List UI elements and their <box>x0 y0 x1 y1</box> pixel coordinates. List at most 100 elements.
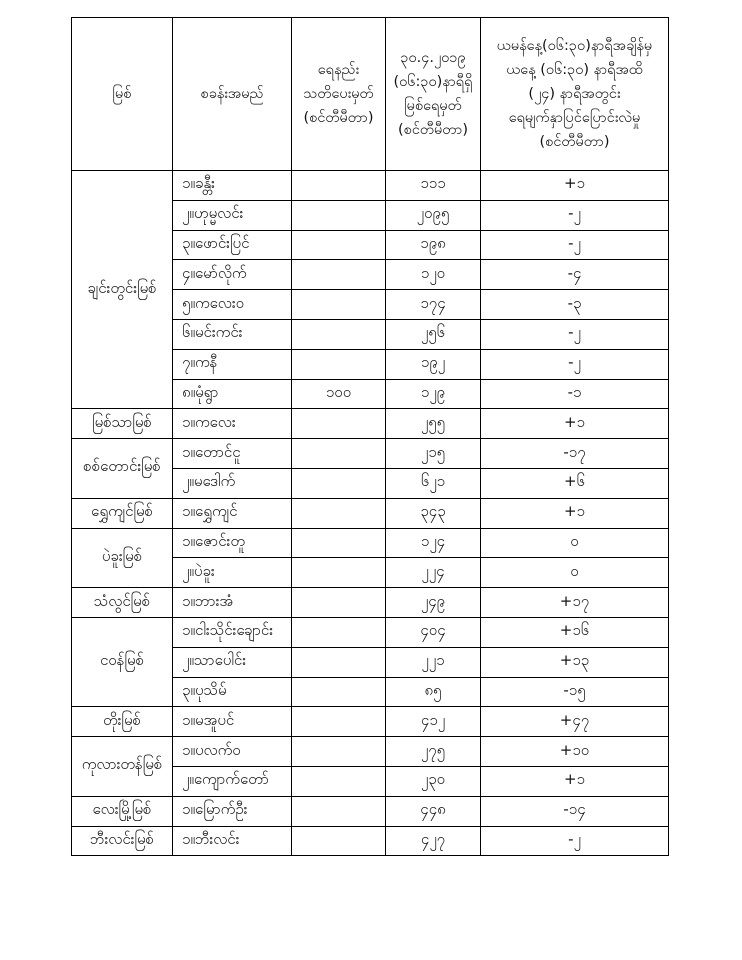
warning-level-value <box>291 557 386 589</box>
station-name: ၂။သာပေါင်း <box>172 646 292 678</box>
warning-level-value <box>291 497 386 529</box>
warning-level-value <box>291 587 386 618</box>
station-name: ၇။ကနီ <box>172 348 292 380</box>
table-row: ချင်းတွင်းမြစ် ၁။ခန္တီး ၁၁၁ +၁ <box>71 169 669 410</box>
station-name: ၅။ကလေးဝ <box>172 289 292 320</box>
table-row: တိုးမြစ် ၁။မအူပင် ၄၁၂ +၄၇ <box>71 706 669 738</box>
table-row: ၆။မင်းကင်း ၂၅၆ -၂ <box>72 318 669 350</box>
table-row: ကုလားတန်မြစ် ၁။ပလက်ဝ ၂၇၅ +၁၀ <box>71 736 669 797</box>
table-row: သံလွင်မြစ် ၁။ဘားအံ ၂၄၉ +၁၇ <box>71 587 669 618</box>
river-name: ပဲခူးမြစ် <box>71 527 173 589</box>
warning-level-value <box>291 527 386 559</box>
warning-level-value <box>291 467 386 499</box>
river-name: ဘီးလင်းမြစ် <box>71 825 173 857</box>
change-24h-value: -၂ <box>480 229 669 261</box>
change-24h-value: +၁ <box>480 170 669 201</box>
table-row: လေးမြို့မြစ် ၁။မြောက်ဦး ၄၄၈ -၁၄ <box>71 795 669 827</box>
water-level-value: ၄၂၇ <box>385 825 481 857</box>
water-level-value: ၄၄၈ <box>385 795 481 827</box>
water-level-value: ၃၄၃ <box>385 497 481 529</box>
change-24h-value: -၁၅ <box>480 676 669 708</box>
station-name: ၈။မုံရွာ <box>172 378 292 410</box>
warning-level-value: ၁၀၀ <box>291 378 386 410</box>
water-level-value: ၁၂၉ <box>385 378 481 410</box>
water-level-value: ၁၁၁ <box>385 170 481 201</box>
station-name: ၂။ကျောက်တော် <box>172 765 292 797</box>
warning-level-value <box>291 259 386 291</box>
water-level-value: ၆၂၁ <box>385 467 481 499</box>
station-name: ၆။မင်းကင်း <box>172 318 292 350</box>
river-name: လေးမြို့မြစ် <box>71 795 173 827</box>
change-24h-value: -၂ <box>480 199 669 231</box>
water-level-value: ၂၂၄ <box>385 557 481 589</box>
change-24h-value: ၀ <box>480 557 669 589</box>
table-row: မြစ်သာမြစ် ၁။ကလေး ၂၅၅ +၁ <box>71 408 669 440</box>
station-name: ၁။ငါးသိုင်းချောင်း <box>172 616 292 648</box>
warning-level-value <box>291 736 386 767</box>
change-24h-value: -၃ <box>480 289 669 320</box>
station-name: ၃။ဖောင်းပြင် <box>172 229 292 261</box>
change-24h-value: -၁၄ <box>480 795 669 827</box>
station-name: ၁။မြောက်ဦး <box>172 795 292 827</box>
station-name: ၁။ကလေး <box>172 408 292 440</box>
change-24h-value: -၂ <box>480 318 669 350</box>
warning-level-value <box>291 706 386 738</box>
column-header-3: ၃၀.၄.၂၀၁၉ (၀၆:၃၀)နာရီရှိ မြစ်ရေမှတ် (စင်… <box>385 17 481 171</box>
river-name: မြစ်သာမြစ် <box>71 408 173 440</box>
water-level-value: ၁၂၄ <box>385 527 481 559</box>
change-24h-value: -၂ <box>480 348 669 380</box>
water-level-value: ၂၇၅ <box>385 736 481 767</box>
warning-level-value <box>291 199 386 231</box>
warning-level-value <box>291 170 386 201</box>
change-24h-value: +၁၆ <box>480 616 669 648</box>
water-level-value: ၁၉၂ <box>385 348 481 380</box>
water-level-value: ၂၄၉ <box>385 587 481 618</box>
table-row: ၇။ကနီ ၁၉၂ -၂ <box>72 348 669 380</box>
table-row: ပဲခူးမြစ် ၁။ဇောင်းတူ ၁၂၄၀ <box>71 527 669 589</box>
change-24h-value: ၀ <box>480 527 669 559</box>
warning-level-value <box>291 318 386 350</box>
column-header-4: ယမန်နေ့(၀၆:၃၀)နာရီအချိန်မှ ယနေ့ (၀၆:၃၀) … <box>480 17 669 171</box>
water-level-value: ၁၉၈ <box>385 229 481 261</box>
water-level-value: ၂၀၉၅ <box>385 199 481 231</box>
table-row: ၄။မော်လိုက် ၁၂၀ -၄ <box>72 259 669 291</box>
change-24h-value: -၁ <box>480 378 669 410</box>
water-level-value: ၂၁၅ <box>385 438 481 469</box>
table-row: ၂။သာပေါင်း ၂၂၁ +၁၃ <box>72 646 669 678</box>
warning-level-value <box>291 825 386 857</box>
warning-level-value <box>291 646 386 678</box>
change-24h-value: +၁၇ <box>480 587 669 618</box>
water-level-value: ၄၁၂ <box>385 706 481 738</box>
river-name: တိုးမြစ် <box>71 706 173 738</box>
table-row: ဘီးလင်းမြစ် ၁။ဘီးလင်း ၄၂၇ -၂ <box>71 825 669 857</box>
table-row: ငဝန်မြစ် ၁။ငါးသိုင်းချောင်း ၄၀၄ +၁၆ <box>71 616 669 708</box>
river-water-level-table: မြစ် စခန်းအမည် ရေနည်း သတိပေးမှတ် (စင်တီမီတ… <box>71 17 669 857</box>
river-name: ချင်းတွင်းမြစ် <box>71 169 173 410</box>
station-name: ၁။မအူပင် <box>172 706 292 738</box>
river-name: ရွှေကျင်မြစ် <box>71 497 173 529</box>
change-24h-value: +၁ <box>480 408 669 440</box>
water-level-value: ၂၅၅ <box>385 408 481 440</box>
change-24h-value: +၁၀ <box>480 736 669 767</box>
table-header-row: မြစ် စခန်းအမည် ရေနည်း သတိပေးမှတ် (စင်တီမီတ… <box>71 17 669 171</box>
warning-level-value <box>291 438 386 469</box>
station-name: ၄။မော်လိုက် <box>172 259 292 291</box>
river-name: ငဝန်မြစ် <box>71 616 173 708</box>
change-24h-value: +၁၃ <box>480 646 669 678</box>
station-name: ၂။ဟုမ္မလင်း <box>172 199 292 231</box>
water-level-value: ၁၂၀ <box>385 259 481 291</box>
column-header-0: မြစ် <box>71 17 173 171</box>
change-24h-value: -၁၇ <box>480 438 669 469</box>
warning-level-value <box>291 616 386 648</box>
table-header: မြစ် စခန်းအမည် ရေနည်း သတိပေးမှတ် (စင်တီမီတ… <box>71 17 669 171</box>
station-name: ၂။ပဲခူး <box>172 557 292 589</box>
water-level-value: ၂၅၆ <box>385 318 481 350</box>
table-row: စစ်တောင်းမြစ် ၁။တောင်ငူ ၂၁၅ -၁၇ <box>71 438 669 499</box>
change-24h-value: +၆ <box>480 467 669 499</box>
change-24h-value: +၁ <box>480 765 669 797</box>
water-level-value: ၂၂၁ <box>385 646 481 678</box>
change-24h-value: +၄၇ <box>480 706 669 738</box>
station-name: ၁။ရွှေကျင် <box>172 497 292 529</box>
station-name: ၁။ပလက်ဝ <box>172 736 292 767</box>
